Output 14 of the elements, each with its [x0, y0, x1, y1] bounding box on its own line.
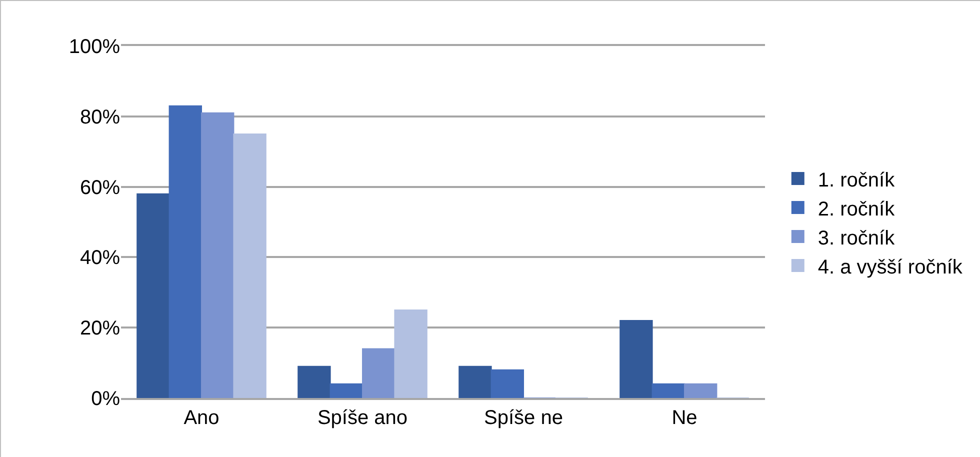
x-tick-label: Spíše ano: [317, 407, 408, 429]
legend-label: 1. ročník: [818, 169, 896, 192]
x-tick-label: Spíše ne: [484, 407, 563, 429]
legend-label: 3. ročník: [818, 227, 896, 250]
y-tick-label: 60%: [80, 176, 120, 199]
x-tick-label: Ne: [672, 407, 698, 429]
y-tick-label: 0%: [91, 388, 120, 410]
y-tick-label: 20%: [80, 318, 120, 340]
y-tick-label: 40%: [80, 247, 120, 270]
y-tick-label: 80%: [80, 106, 120, 128]
legend-label: 2. ročník: [818, 198, 896, 220]
legend-label: 4. a vyšší ročník: [818, 256, 964, 278]
y-tick-label: 100%: [68, 36, 120, 58]
x-tick-label: Ano: [184, 407, 220, 429]
